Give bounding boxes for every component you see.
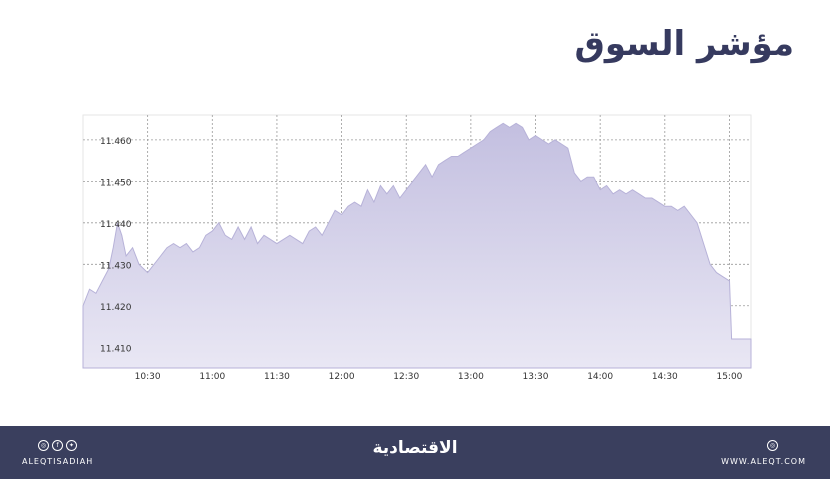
x-tick-label: 13:00 [458,372,484,382]
x-tick-label: 13:30 [523,372,549,382]
social-icons: ◎ f ✦ [38,440,77,451]
x-axis-ticks: 10:30 11:00 11:30 12:00 12:30 13:00 13:30 14:00… [135,372,743,382]
y-tick-label: 11.410 [100,344,132,354]
market-index-chart: 11.410 11.420 11.430 11.440 11.450 11.460 10:… [82,114,752,382]
x-tick-label: 14:00 [587,372,613,382]
y-axis-ticks: 11.410 11.420 11.430 11.440 11.450 11.460 [100,137,132,354]
x-tick-label: 15:00 [716,372,742,382]
page-title: مؤشر السوق [574,24,794,64]
y-tick-label: 11.440 [100,220,132,230]
globe-icon[interactable]: ◎ [767,440,778,451]
index-area [82,122,752,369]
twitter-icon[interactable]: ✦ [66,440,77,451]
y-tick-label: 11.460 [100,137,132,147]
y-tick-label: 11.430 [100,261,132,271]
x-tick-label: 14:30 [652,372,678,382]
brand-logo-text: الاقتصادية [372,438,458,458]
website-link[interactable]: WWW.ALEQT.COM [721,457,806,466]
y-tick-label: 11.450 [100,178,132,188]
x-tick-label: 10:30 [135,372,161,382]
x-tick-label: 11:30 [264,372,290,382]
x-tick-label: 12:30 [393,372,419,382]
footer-bar: ◎ f ✦ ALEQTISADIAH الاقتصادية ◎ WWW.ALEQ… [0,426,830,479]
x-tick-label: 11:00 [199,372,225,382]
x-tick-label: 12:00 [329,372,355,382]
social-handle[interactable]: ALEQTISADIAH [22,457,94,466]
facebook-icon[interactable]: f [52,440,63,451]
y-tick-label: 11.420 [100,303,132,313]
instagram-icon[interactable]: ◎ [38,440,49,451]
